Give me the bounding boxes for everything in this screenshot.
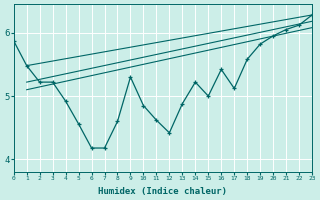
X-axis label: Humidex (Indice chaleur): Humidex (Indice chaleur) xyxy=(98,187,228,196)
